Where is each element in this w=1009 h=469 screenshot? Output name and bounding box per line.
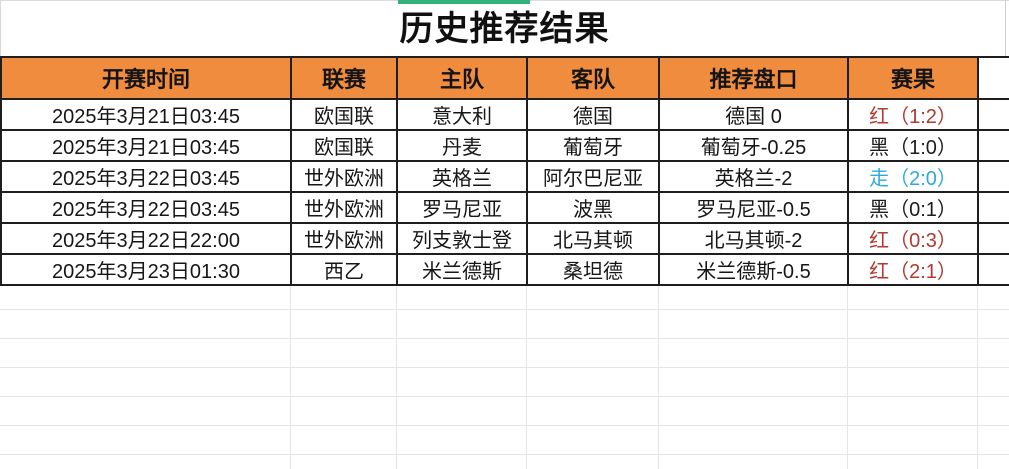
cell-home[interactable]: 罗马尼亚	[398, 193, 528, 224]
spillover-cell[interactable]	[979, 193, 1009, 224]
page-title: 历史推荐结果	[399, 10, 610, 48]
cell-league[interactable]: 世外欧洲	[292, 162, 398, 193]
spillover-cell[interactable]	[979, 131, 1009, 162]
cell-result[interactable]: 黑（0:1）	[849, 193, 979, 224]
cell-time[interactable]: 2025年3月21日03:45	[2, 100, 292, 131]
cell-home[interactable]: 列支敦士登	[398, 224, 528, 255]
results-table: 开赛时间 联赛 主队 客队 推荐盘口 赛果 2025年3月21日03:45 欧国…	[0, 56, 1009, 286]
cell-time[interactable]: 2025年3月21日03:45	[2, 131, 292, 162]
cell-time[interactable]: 2025年3月22日03:45	[2, 162, 292, 193]
cell-league[interactable]: 西乙	[292, 255, 398, 286]
cell-handicap[interactable]: 英格兰-2	[660, 162, 849, 193]
cell-result[interactable]: 走（2:0）	[849, 162, 979, 193]
spillover-cell[interactable]	[979, 162, 1009, 193]
gridline-vertical	[847, 286, 848, 469]
gridline-vertical	[396, 286, 397, 469]
cell-away[interactable]: 阿尔巴尼亚	[528, 162, 660, 193]
cell-result[interactable]: 红（1:2）	[849, 100, 979, 131]
header-cell-result[interactable]: 赛果	[849, 58, 979, 100]
cell-time[interactable]: 2025年3月22日03:45	[2, 193, 292, 224]
cell-away[interactable]: 葡萄牙	[528, 131, 660, 162]
cell-home[interactable]: 丹麦	[398, 131, 528, 162]
cell-league[interactable]: 世外欧洲	[292, 224, 398, 255]
window-right-edge	[1005, 0, 1006, 56]
header-cell-handicap[interactable]: 推荐盘口	[660, 58, 849, 100]
cell-away[interactable]: 波黑	[528, 193, 660, 224]
cell-handicap[interactable]: 罗马尼亚-0.5	[660, 193, 849, 224]
cell-league[interactable]: 世外欧洲	[292, 193, 398, 224]
cell-handicap[interactable]: 葡萄牙-0.25	[660, 131, 849, 162]
cell-result[interactable]: 黑（1:0）	[849, 131, 979, 162]
green-accent-bar	[398, 0, 530, 4]
header-cell-away[interactable]: 客队	[528, 58, 660, 100]
cell-away[interactable]: 德国	[528, 100, 660, 131]
cell-handicap[interactable]: 北马其顿-2	[660, 224, 849, 255]
spillover-cell[interactable]	[979, 224, 1009, 255]
cell-handicap[interactable]: 德国 0	[660, 100, 849, 131]
header-cell-time[interactable]: 开赛时间	[2, 58, 292, 100]
header-cell-home[interactable]: 主队	[398, 58, 528, 100]
spillover-cell[interactable]	[979, 100, 1009, 131]
header-spillover-cell[interactable]	[979, 58, 1009, 100]
cell-away[interactable]: 北马其顿	[528, 224, 660, 255]
cell-result[interactable]: 红（0:3）	[849, 224, 979, 255]
cell-home[interactable]: 英格兰	[398, 162, 528, 193]
gridline-vertical	[526, 286, 527, 469]
gridline-vertical	[290, 286, 291, 469]
gridline-vertical	[977, 286, 978, 469]
cell-home[interactable]: 意大利	[398, 100, 528, 131]
empty-spreadsheet-area[interactable]	[0, 281, 1009, 469]
cell-time[interactable]: 2025年3月22日22:00	[2, 224, 292, 255]
cell-league[interactable]: 欧国联	[292, 131, 398, 162]
gridline-vertical	[658, 286, 659, 469]
header-cell-league[interactable]: 联赛	[292, 58, 398, 100]
window-left-edge	[0, 0, 1, 56]
cell-league[interactable]: 欧国联	[292, 100, 398, 131]
